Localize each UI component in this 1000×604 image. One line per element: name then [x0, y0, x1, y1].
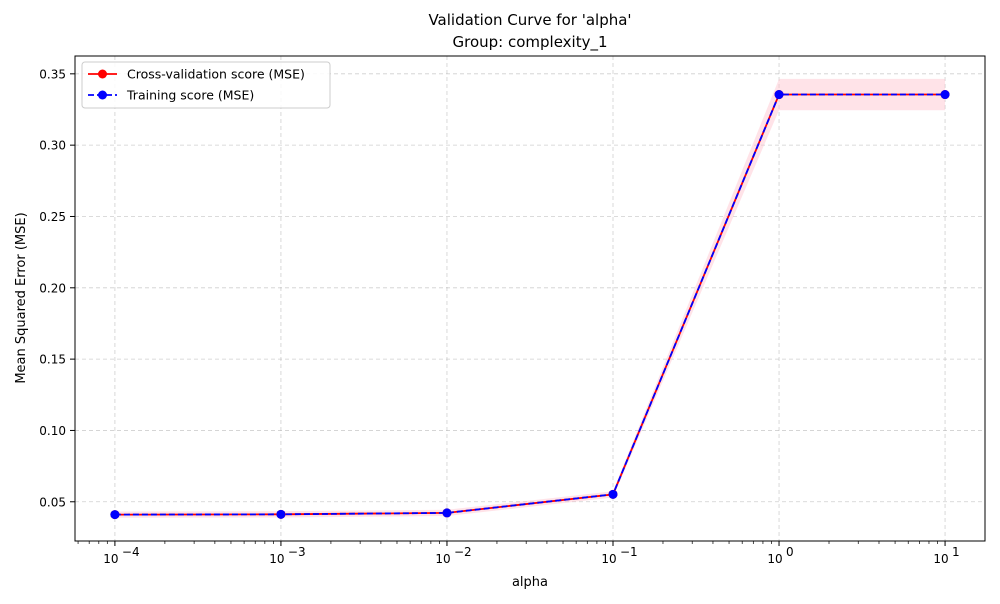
- x-tick-label: 10: [933, 552, 948, 566]
- series-line-0: [114, 93, 946, 516]
- chart-title: Validation Curve for 'alpha' Group: comp…: [428, 11, 631, 52]
- series-line-1: [114, 93, 946, 516]
- x-tick-label: 10: [767, 552, 782, 566]
- x-axis-ticks: 10 −4 10 −3 10 −2 10 −1 10 0 10 1: [77, 541, 960, 566]
- x-tick-label-exponent: −1: [620, 545, 638, 559]
- legend: Cross-validation score (MSE) Training sc…: [81, 61, 331, 109]
- y-tick-label: 0.20: [39, 281, 66, 295]
- chart-title-line-1: Validation Curve for 'alpha': [428, 11, 631, 29]
- data-point-series-1: [110, 510, 120, 520]
- series-markers: [110, 90, 950, 520]
- confidence-bands: [114, 78, 946, 518]
- x-tick-label-exponent: −4: [122, 545, 140, 559]
- x-tick-label: 10: [103, 552, 118, 566]
- legend-marker-training: [98, 90, 107, 100]
- y-axis-ticks: 0.05 0.10 0.15 0.20 0.25 0.30 0.35: [39, 67, 75, 509]
- y-tick-label: 0.15: [39, 353, 66, 367]
- legend-marker-cross-validation: [98, 69, 107, 79]
- y-tick-label: 0.30: [39, 139, 66, 153]
- legend-label-cross-validation: Cross-validation score (MSE): [127, 67, 305, 82]
- x-axis-label: alpha: [512, 575, 548, 590]
- y-tick-label: 0.35: [39, 67, 66, 81]
- x-tick-label-exponent: 0: [786, 545, 794, 559]
- y-tick-label: 0.05: [39, 495, 66, 509]
- x-tick-label-exponent: −2: [454, 545, 472, 559]
- data-point-series-1: [608, 489, 618, 499]
- data-point-series-1: [276, 509, 286, 519]
- data-point-series-1: [774, 90, 784, 100]
- y-axis-label: Mean Squared Error (MSE): [14, 212, 29, 383]
- series-lines: [114, 93, 946, 516]
- confidence-band-0: [114, 78, 946, 518]
- y-tick-label: 0.25: [39, 210, 66, 224]
- x-tick-label: 10: [435, 552, 450, 566]
- plot-area-frame: [74, 55, 986, 542]
- chart-title-line-2: Group: complexity_1: [452, 33, 607, 52]
- legend-box: [81, 61, 331, 109]
- data-point-series-1: [940, 90, 950, 100]
- y-tick-label: 0.10: [39, 424, 66, 438]
- x-tick-label: 10: [601, 552, 616, 566]
- x-tick-label-exponent: −3: [288, 545, 306, 559]
- data-point-series-1: [442, 508, 452, 518]
- grid: [75, 56, 985, 541]
- x-tick-label: 10: [269, 552, 284, 566]
- x-tick-label-exponent: 1: [952, 545, 960, 559]
- legend-label-training: Training score (MSE): [126, 88, 254, 103]
